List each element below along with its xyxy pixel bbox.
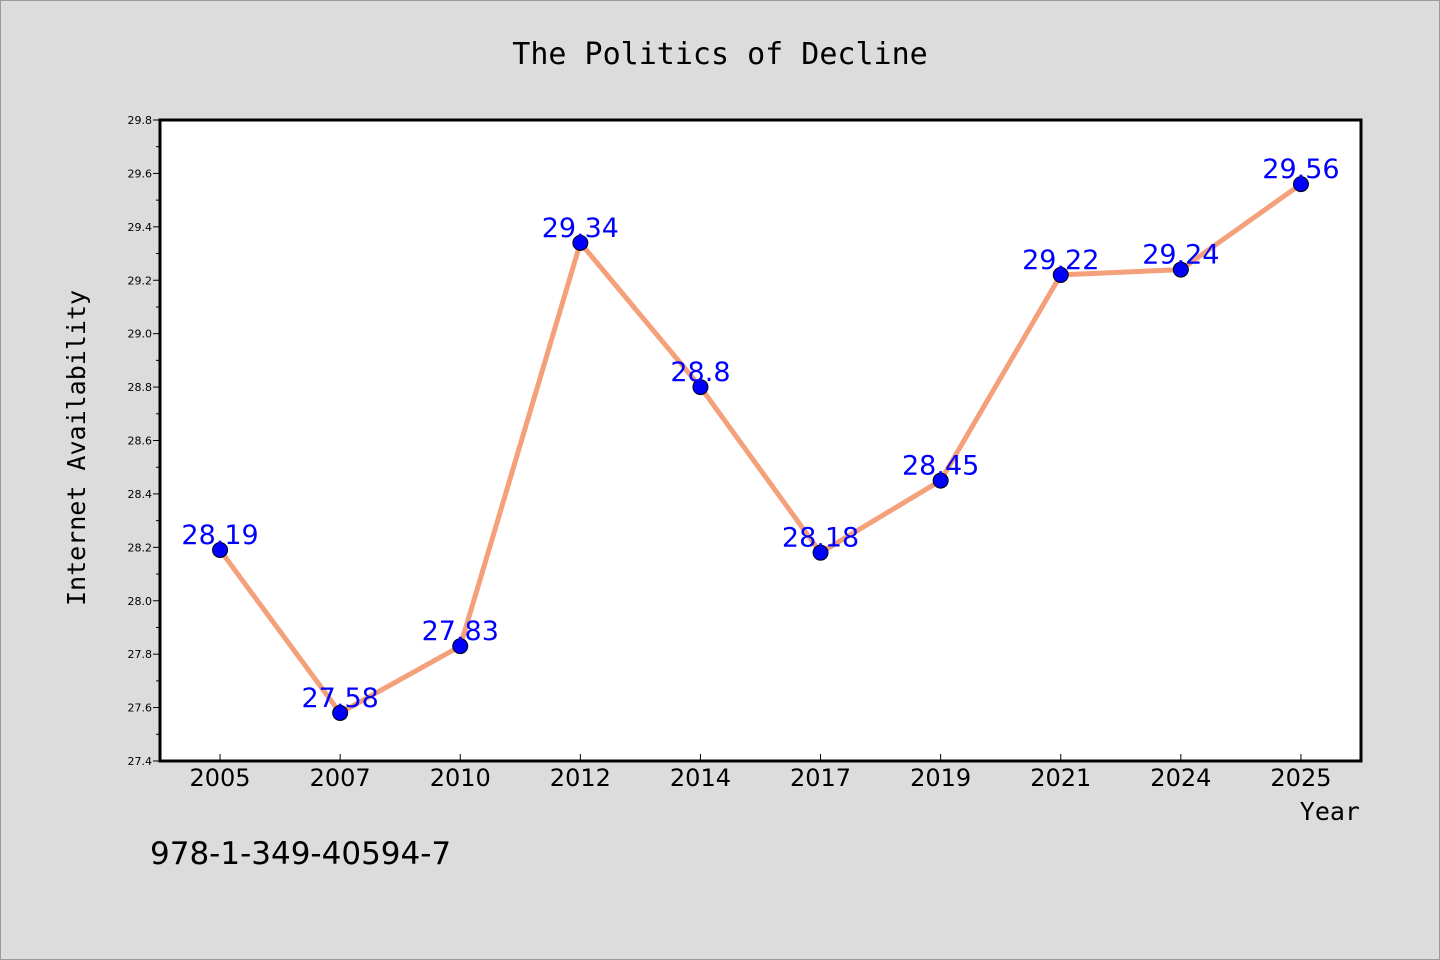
data-label-layer: 28.19 27.58 27.83 29.34 28.8 28.18 28.45 29.22 2… (181, 154, 1339, 714)
plot-area (158, 118, 1363, 763)
y-tick-label: 27.6 (128, 702, 153, 715)
x-tick-label: 2007 (310, 764, 371, 792)
y-tick-label: 29.8 (128, 114, 153, 127)
chart-title: The Politics of Decline (512, 37, 927, 72)
data-label: 29.24 (1142, 240, 1219, 271)
data-label: 28.8 (670, 357, 730, 388)
x-axis-label: Year (1300, 797, 1360, 826)
data-point (812, 544, 829, 561)
y-tick-label: 28.0 (128, 595, 153, 608)
isbn-annotation: 978-1-349-40594-7 (150, 836, 451, 872)
y-tick-label: 27.4 (128, 755, 153, 768)
x-tick-label: 2014 (670, 764, 731, 792)
y-axis: 27.4 27.6 27.8 28.0 28.2 28.4 28.6 28.8 29.0 29.2… (128, 114, 160, 768)
x-tick-label: 2012 (550, 764, 611, 792)
y-tick-label: 29.2 (128, 274, 153, 287)
x-tick-label: 2025 (1270, 764, 1331, 792)
y-tick-label: 28.6 (128, 435, 153, 448)
data-label: 28.19 (181, 520, 258, 551)
data-point (1172, 261, 1189, 278)
data-label: 28.18 (782, 523, 859, 554)
series-line (217, 181, 1304, 716)
x-tick-label: 2021 (1030, 764, 1091, 792)
data-point (1052, 266, 1069, 283)
y-tick-label: 29.4 (128, 221, 153, 234)
y-tick-label: 28.4 (128, 488, 153, 501)
x-axis: 2005 2007 2010 2012 2014 2017 2019 2021 2024 2025 (190, 754, 1331, 792)
data-point (332, 704, 349, 721)
data-point (572, 234, 589, 251)
marker-layer (212, 176, 1309, 721)
x-tick-label: 2017 (790, 764, 851, 792)
data-label: 29.22 (1022, 245, 1099, 276)
data-label: 29.56 (1262, 154, 1339, 185)
x-tick-label: 2010 (430, 764, 491, 792)
series-line-layer (217, 181, 1304, 716)
data-point (212, 542, 229, 559)
y-axis-label: Internet Availability (62, 290, 91, 606)
y-tick-label: 29.6 (128, 167, 153, 180)
data-point (452, 638, 469, 655)
x-tick-label: 2019 (910, 764, 971, 792)
data-point (1292, 176, 1309, 193)
data-point (932, 472, 949, 489)
y-tick-label: 27.8 (128, 648, 153, 661)
data-label: 27.58 (302, 683, 379, 714)
data-label: 27.83 (422, 616, 499, 647)
y-tick-label: 28.2 (128, 541, 153, 554)
x-tick-label: 2024 (1150, 764, 1211, 792)
y-tick-label: 29.0 (128, 328, 153, 341)
data-label: 29.34 (542, 213, 619, 244)
y-tick-label: 28.8 (128, 381, 153, 394)
data-point (692, 379, 709, 396)
data-label: 28.45 (902, 451, 979, 482)
x-tick-label: 2005 (190, 764, 251, 792)
